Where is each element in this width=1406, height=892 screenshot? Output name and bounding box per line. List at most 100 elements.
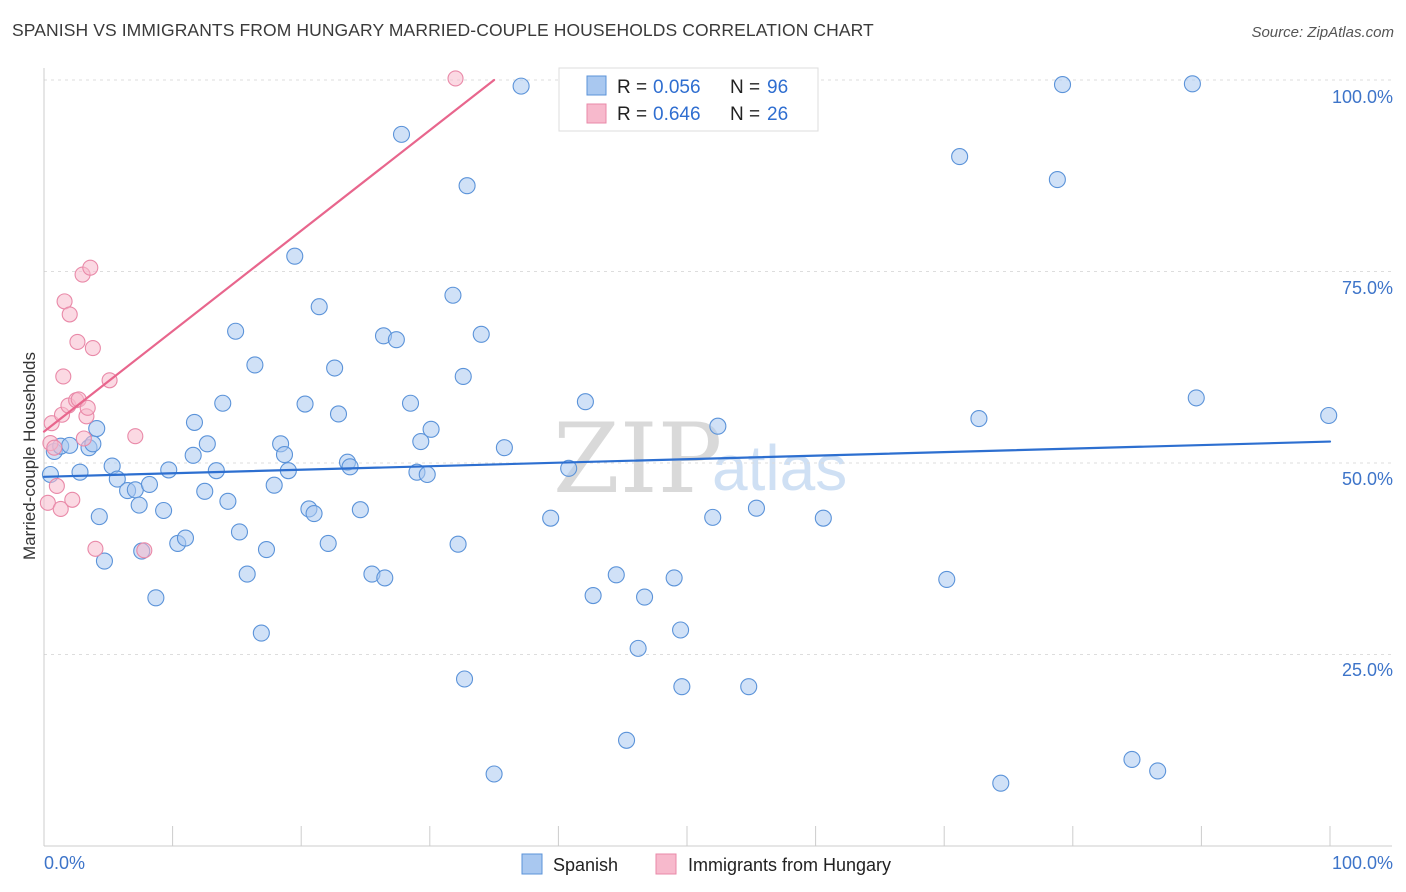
hungary-point	[75, 430, 92, 447]
legend-r-value-2: 0.646	[653, 104, 701, 125]
spanish-point	[376, 569, 394, 587]
spanish-point	[1320, 406, 1338, 425]
watermark-atlas: atlas	[712, 432, 847, 504]
spanish-point	[198, 435, 216, 453]
spanish-point	[1187, 389, 1205, 407]
hungary-point	[52, 500, 69, 518]
spanish-point	[542, 509, 560, 527]
spanish-point	[238, 565, 256, 583]
spanish-point	[704, 508, 722, 526]
spanish-point	[485, 765, 503, 783]
spanish-point	[454, 367, 472, 385]
spanish-point	[351, 501, 369, 519]
spanish-point	[88, 419, 106, 438]
trendline-hungary	[42, 78, 496, 433]
spanish-point	[286, 247, 304, 265]
spanish-point	[147, 589, 165, 607]
hungary-point	[136, 542, 153, 559]
y-tick-label-50: 50.0%	[1342, 469, 1393, 489]
spanish-point	[265, 476, 283, 494]
y-tick-labels: 100.0% 75.0% 50.0% 25.0%	[1332, 87, 1393, 680]
spanish-point	[1048, 171, 1066, 189]
bottom-legend-label-spanish: Spanish	[553, 855, 618, 875]
hungary-point	[39, 494, 56, 511]
spanish-point	[130, 496, 148, 514]
legend-swatch-hungary	[586, 103, 607, 124]
hungary-point	[84, 340, 101, 357]
spanish-point	[472, 325, 490, 343]
legend-n-value-1: 96	[767, 77, 788, 98]
y-tick-label-100: 100.0%	[1332, 87, 1393, 107]
spanish-point	[95, 552, 113, 570]
spanish-point	[672, 621, 690, 639]
spanish-point	[449, 535, 467, 553]
spanish-point	[992, 774, 1010, 792]
spanish-point	[629, 639, 647, 657]
spanish-point	[329, 405, 348, 423]
legend-n-label-2: N =	[730, 104, 765, 125]
spanish-point	[1123, 750, 1141, 768]
x-tick-label-100: 100.0%	[1332, 853, 1393, 873]
legend-n-label-1: N =	[730, 77, 765, 98]
hungary-point	[55, 368, 72, 385]
spanish-point	[636, 588, 654, 606]
spanish-point	[257, 541, 276, 559]
bottom-legend-swatch-spanish	[521, 853, 543, 875]
spanish-point	[951, 148, 969, 166]
hungary-point	[87, 540, 104, 557]
hungary-point	[82, 259, 99, 276]
spanish-point	[665, 569, 683, 587]
spanish-point	[814, 509, 832, 527]
bottom-legend-label-hungary: Immigrants from Hungary	[688, 855, 891, 875]
spanish-point	[176, 529, 195, 547]
spanish-point	[392, 125, 411, 143]
spanish-point	[387, 331, 405, 349]
spanish-point	[1149, 762, 1167, 780]
spanish-point	[709, 417, 727, 435]
x-tick-label-0: 0.0%	[44, 853, 85, 873]
spanish-point	[418, 465, 436, 484]
hungary-point	[69, 333, 86, 351]
chart-title: SPANISH VS IMMIGRANTS FROM HUNGARY MARRI…	[12, 20, 874, 40]
spanish-point	[207, 462, 225, 480]
legend-swatch-spanish	[586, 75, 607, 96]
hungary-point	[64, 491, 81, 508]
hungary-point	[127, 428, 144, 445]
spanish-point	[401, 394, 420, 412]
spanish-point	[275, 446, 294, 464]
spanish-point	[576, 393, 594, 411]
bottom-legend-swatch-hungary	[655, 853, 677, 875]
spanish-point	[219, 492, 237, 510]
hungary-point	[46, 439, 63, 456]
spanish-point	[584, 586, 602, 605]
spanish-point	[495, 439, 513, 457]
stats-legend: R = 0.056 N = 96 R = 0.646 N = 26	[558, 67, 819, 132]
spanish-point	[185, 413, 204, 431]
hungary-point	[79, 399, 96, 416]
spanish-point	[512, 77, 530, 95]
legend-r-label-2: R =	[617, 104, 652, 125]
spanish-point	[71, 463, 89, 481]
spanish-point	[422, 420, 440, 438]
spanish-point	[214, 394, 232, 412]
spanish-point	[618, 731, 636, 749]
hungary-point	[48, 477, 65, 495]
spanish-point	[1053, 76, 1072, 94]
spanish-point	[1183, 75, 1201, 93]
y-tick-label-75: 75.0%	[1342, 278, 1393, 298]
spanish-point	[747, 499, 765, 517]
series-legend: Spanish Immigrants from Hungary	[521, 853, 891, 875]
spanish-point	[160, 461, 178, 479]
spanish-point	[227, 322, 245, 340]
spanish-point	[230, 523, 249, 541]
spanish-point	[252, 624, 270, 642]
spanish-point	[184, 446, 202, 464]
trendlines	[42, 78, 1332, 478]
spanish-point	[90, 508, 108, 526]
chart-source: Source: ZipAtlas.com	[1251, 24, 1394, 41]
y-axis-label: Married-couple Households	[20, 352, 39, 560]
spanish-point	[341, 458, 359, 476]
spanish-point	[970, 410, 988, 428]
spanish-point	[673, 678, 691, 696]
spanish-point	[140, 475, 159, 493]
